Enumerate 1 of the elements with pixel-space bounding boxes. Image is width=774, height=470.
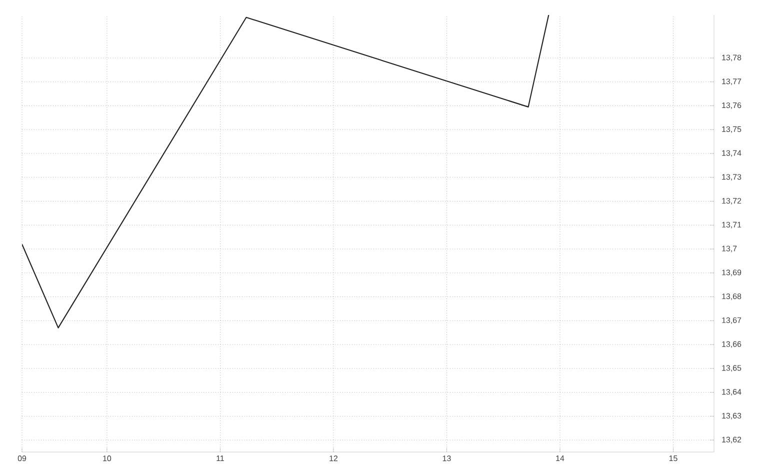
line-series xyxy=(22,14,550,328)
